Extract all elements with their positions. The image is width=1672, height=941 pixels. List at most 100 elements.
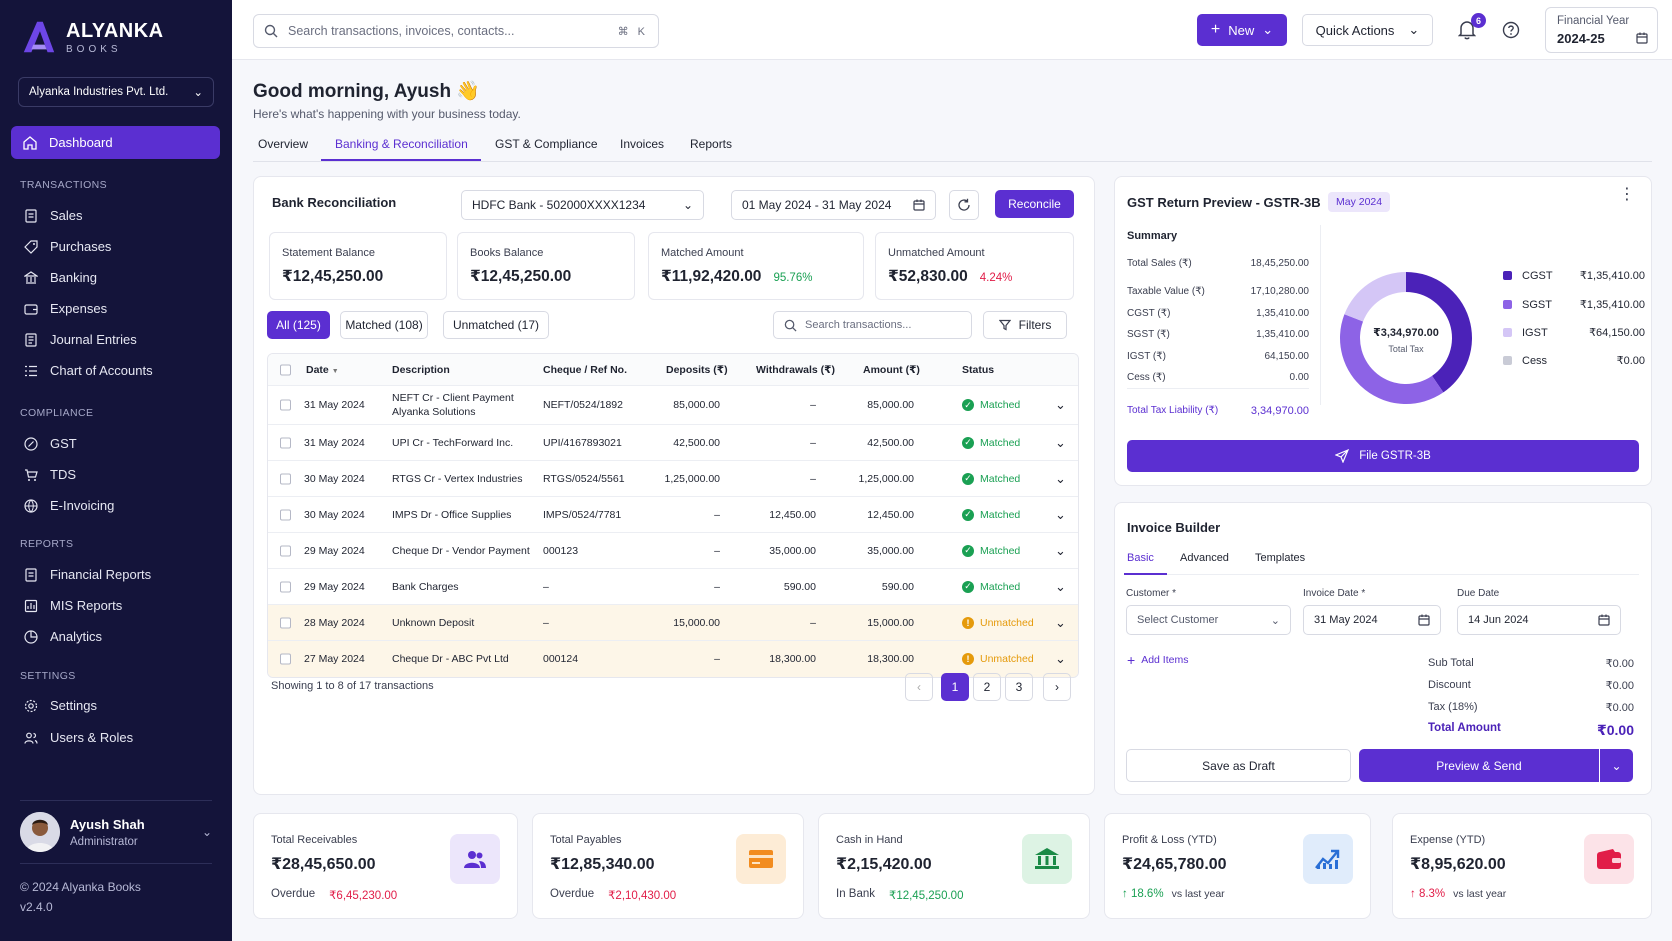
sidebar-item-settings[interactable]: Settings (24, 698, 97, 713)
sidebar-item-analytics[interactable]: Analytics (24, 629, 102, 644)
sidebar-item-financial-reports[interactable]: Financial Reports (24, 567, 151, 582)
global-search[interactable]: Search transactions, invoices, contacts.… (253, 14, 659, 48)
table-row[interactable]: 28 May 2024 Unknown Deposit – 15,000.00 – 15,… (268, 605, 1078, 641)
filter-chip-matched[interactable]: Matched (108) (340, 311, 428, 339)
file-gstr-3b-button[interactable]: File GSTR-3B (1127, 440, 1639, 472)
summary-label: Total Sales (₹) (1127, 258, 1192, 269)
chevron-down-icon[interactable]: ⌄ (1055, 470, 1066, 486)
page-button[interactable]: 3 (1005, 673, 1033, 701)
row-checkbox[interactable] (280, 509, 291, 520)
reconcile-button[interactable]: Reconcile (995, 190, 1074, 218)
tab-templates[interactable]: Templates (1255, 552, 1306, 564)
customer-select[interactable]: Select Customer ⌄ (1126, 605, 1291, 635)
save-draft-button[interactable]: Save as Draft (1126, 749, 1351, 782)
page-button[interactable]: 1 (941, 673, 969, 701)
row-checkbox[interactable] (280, 437, 291, 448)
pagination-summary: Showing 1 to 8 of 17 transactions (271, 680, 434, 692)
check-circle-icon: ✓ (962, 436, 974, 449)
quick-actions-button[interactable]: Quick Actions ⌄ (1302, 14, 1433, 46)
preview-send-dropdown[interactable]: ⌄ (1600, 749, 1633, 782)
chevron-down-icon[interactable]: ⌄ (1055, 434, 1066, 450)
tab-invoices[interactable]: Invoices (620, 137, 665, 151)
chevron-down-icon[interactable]: ⌄ (1055, 506, 1066, 522)
kpi-sub-label: ↑ 18.6% (1122, 888, 1164, 900)
row-checkbox[interactable] (280, 545, 291, 556)
bank-account-select[interactable]: HDFC Bank - 502000XXXX1234 ⌄ (461, 190, 704, 220)
sidebar-item-expenses[interactable]: Expenses (24, 301, 107, 316)
date-range-picker[interactable]: 01 May 2024 - 31 May 2024 (731, 190, 936, 220)
table-row[interactable]: 30 May 2024 IMPS Dr - Office Supplies IMPS… (268, 497, 1078, 533)
filters-button[interactable]: Filters (983, 311, 1067, 339)
invoice-date-field[interactable]: 31 May 2024 (1303, 605, 1441, 635)
next-page-button[interactable]: › (1043, 673, 1071, 701)
tab-basic[interactable]: Basic (1127, 552, 1154, 564)
table-row[interactable]: 31 May 2024 NEFT Cr - Client Payment Alyan… (268, 386, 1078, 425)
sidebar-item-journal-entries[interactable]: Journal Entries (24, 332, 137, 347)
row-checkbox[interactable] (280, 399, 291, 411)
financial-year-select[interactable]: Financial Year 2024-25 (1545, 7, 1658, 53)
preview-send-button[interactable]: Preview & Send (1359, 749, 1599, 782)
transactions-table: Date ▼ Description Cheque / Ref No. Depo… (267, 353, 1079, 678)
refresh-button[interactable] (949, 190, 979, 220)
add-items-button[interactable]: + Add Items (1127, 653, 1188, 667)
chevron-down-icon[interactable]: ⌄ (1055, 578, 1066, 594)
column-header-date[interactable]: Date ▼ (306, 364, 339, 376)
brand-logo[interactable]: ALYANKA BOOKS (20, 18, 164, 56)
sidebar-item-users-roles[interactable]: Users & Roles (24, 730, 133, 745)
prev-page-button[interactable]: ‹ (905, 673, 933, 701)
donut-slice-sgst (1340, 314, 1444, 404)
sidebar-item-dashboard[interactable]: Dashboard (11, 126, 220, 159)
sidebar-item-gst[interactable]: GST (24, 436, 77, 451)
table-row[interactable]: 27 May 2024 Cheque Dr - ABC Pvt Ltd 000124… (268, 641, 1078, 677)
table-row[interactable]: 30 May 2024 RTGS Cr - Vertex Industries RT… (268, 461, 1078, 497)
more-options-icon[interactable]: ⋮ (1619, 186, 1635, 203)
transaction-search-input[interactable]: Search transactions... (805, 319, 912, 331)
bell-icon[interactable] (1458, 20, 1476, 40)
kpi-profit-loss[interactable]: Profit & Loss (YTD) ₹24,65,780.00 ↑ 18.6… (1104, 813, 1371, 919)
new-button[interactable]: + New ⌄ (1197, 14, 1287, 46)
chevron-down-icon[interactable]: ⌄ (1055, 397, 1066, 412)
tab-overview[interactable]: Overview (258, 137, 309, 151)
tab-advanced[interactable]: Advanced (1180, 552, 1229, 564)
filter-chip-unmatched[interactable]: Unmatched (17) (443, 311, 549, 339)
kpi-label: Expense (YTD) (1410, 834, 1486, 846)
select-all-checkbox[interactable] (280, 364, 291, 375)
user-menu[interactable]: Ayush Shah Administrator ⌄ (20, 800, 212, 864)
kpi-total-receivables[interactable]: Total Receivables ₹28,45,650.00 Overdue ₹… (253, 813, 518, 919)
sidebar-item-label: Settings (50, 698, 97, 713)
sidebar-item-mis-reports[interactable]: MIS Reports (24, 598, 122, 613)
row-checkbox[interactable] (280, 653, 291, 665)
sidebar-item-sales[interactable]: Sales (24, 208, 83, 223)
cell-date: 27 May 2024 (304, 653, 365, 665)
row-checkbox[interactable] (280, 581, 291, 592)
tab-reports[interactable]: Reports (690, 137, 733, 151)
chevron-down-icon[interactable]: ⌄ (1055, 542, 1066, 558)
sidebar-item-tds[interactable]: TDS (24, 467, 76, 482)
transaction-search[interactable]: Search transactions... (773, 311, 972, 339)
sidebar-item-purchases[interactable]: Purchases (24, 239, 111, 254)
chevron-down-icon[interactable]: ⌄ (1055, 651, 1066, 666)
sidebar-item-chart-of-accounts[interactable]: Chart of Accounts (24, 363, 153, 378)
filter-chip-all[interactable]: All (125) (267, 311, 330, 339)
report-icon (24, 599, 38, 613)
chevron-down-icon[interactable]: ⌄ (1055, 614, 1066, 630)
kpi-total-payables[interactable]: Total Payables ₹12,85,340.00 Overdue ₹2,1… (532, 813, 804, 919)
table-row[interactable]: 29 May 2024 Cheque Dr - Vendor Payment 000… (268, 533, 1078, 569)
search-input[interactable]: Search transactions, invoices, contacts.… (288, 24, 515, 38)
table-row[interactable]: 29 May 2024 Bank Charges – – 590.00 590.00 ✓ Ma… (268, 569, 1078, 605)
table-row[interactable]: 31 May 2024 UPI Cr - TechForward Inc. UPI/… (268, 425, 1078, 461)
row-checkbox[interactable] (280, 617, 291, 628)
page-button[interactable]: 2 (973, 673, 1001, 701)
sidebar-item-banking[interactable]: Banking (24, 270, 97, 285)
total-row-label: Tax (18%) (1428, 701, 1478, 713)
tab-gst-compliance[interactable]: GST & Compliance (495, 137, 598, 151)
due-date-field[interactable]: 14 Jun 2024 (1457, 605, 1621, 635)
row-checkbox[interactable] (280, 473, 291, 484)
sidebar-item-e-invoicing[interactable]: E-Invoicing (24, 498, 114, 513)
column-header-description: Description (392, 363, 450, 376)
kpi-expense[interactable]: Expense (YTD) ₹8,95,620.00 ↑ 8.3% vs last… (1392, 813, 1652, 919)
tab-banking-reconciliation[interactable]: Banking & Reconciliation (335, 137, 468, 151)
kpi-cash-in-hand[interactable]: Cash in Hand ₹2,15,420.00 In Bank ₹12,45,… (818, 813, 1090, 919)
company-select[interactable]: Alyanka Industries Pvt. Ltd. ⌄ (18, 77, 214, 107)
help-icon[interactable] (1502, 21, 1520, 39)
